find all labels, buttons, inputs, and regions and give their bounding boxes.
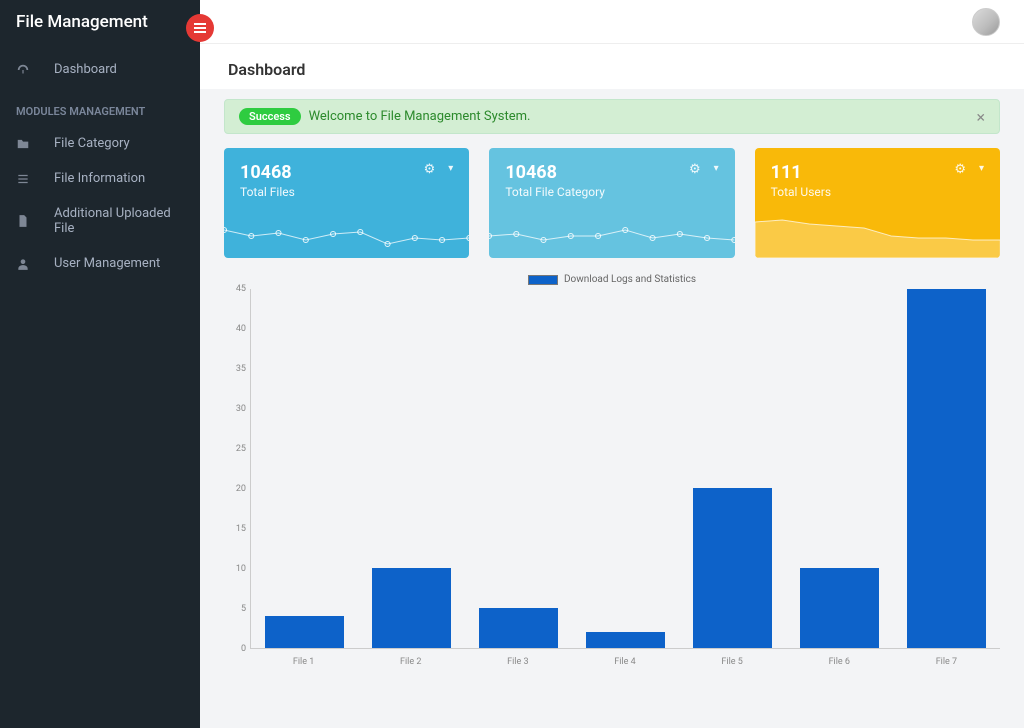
x-label: File 7 — [893, 657, 1000, 667]
x-label: File 3 — [464, 657, 571, 667]
stat-cards: 10468 Total Files ⚙ ▾ 10468 Total File C… — [224, 148, 1000, 258]
chevron-down-icon[interactable]: ▾ — [714, 163, 719, 174]
sidebar: File Management Dashboard MODULES MANAGE… — [0, 0, 200, 728]
alert-badge: Success — [239, 108, 301, 125]
content-area: Success Welcome to File Management Syste… — [200, 89, 1024, 728]
legend-swatch — [528, 275, 558, 285]
list-icon — [16, 172, 30, 186]
bar-slot — [358, 289, 465, 648]
x-label: File 4 — [571, 657, 678, 667]
x-label: File 1 — [250, 657, 357, 667]
chart-legend: Download Logs and Statistics — [224, 274, 1000, 285]
gear-icon[interactable]: ⚙ — [424, 162, 436, 177]
legend-label: Download Logs and Statistics — [564, 274, 696, 285]
sidebar-section-title: MODULES MANAGEMENT — [0, 87, 200, 126]
bar — [693, 488, 772, 648]
sidebar-item-file-information[interactable]: File Information — [0, 161, 200, 196]
y-tick: 35 — [236, 364, 246, 374]
sparkline — [755, 204, 1000, 258]
gear-icon[interactable]: ⚙ — [689, 162, 701, 177]
sidebar-item-label: File Information — [54, 171, 145, 186]
chevron-down-icon[interactable]: ▾ — [979, 163, 984, 174]
plot-area — [250, 289, 1000, 649]
sidebar-item-label: File Category — [54, 136, 130, 151]
bar-slot — [893, 289, 1000, 648]
y-tick: 0 — [241, 644, 246, 654]
sparkline — [224, 204, 469, 258]
bar — [265, 616, 344, 648]
gear-icon[interactable]: ⚙ — [954, 162, 966, 177]
bar-slot — [572, 289, 679, 648]
main-content: Dashboard Success Welcome to File Manage… — [200, 0, 1024, 728]
bar — [479, 608, 558, 648]
alert-text: Welcome to File Management System. — [309, 109, 531, 124]
card-label: Total Users — [771, 185, 984, 199]
bar — [800, 568, 879, 648]
y-axis: 051015202530354045 — [224, 289, 248, 649]
file-icon — [16, 214, 30, 228]
bar-slot — [251, 289, 358, 648]
sidebar-item-label: Additional Uploaded File — [54, 206, 184, 236]
avatar[interactable] — [972, 8, 1000, 36]
bar — [372, 568, 451, 648]
x-axis-labels: File 1File 2File 3File 4File 5File 6File… — [250, 657, 1000, 667]
sidebar-item-dashboard[interactable]: Dashboard — [0, 52, 200, 87]
sidebar-item-user-management[interactable]: User Management — [0, 246, 200, 281]
y-tick: 30 — [236, 404, 246, 414]
card-value: 10468 — [505, 162, 718, 183]
topbar — [200, 0, 1024, 44]
y-tick: 45 — [236, 284, 246, 294]
bars — [251, 289, 1000, 648]
bar-slot — [679, 289, 786, 648]
download-chart: Download Logs and Statistics 0 5 10 15 20 25 3… — [224, 274, 1000, 667]
card-value: 111 — [771, 162, 984, 183]
x-label: File 2 — [357, 657, 464, 667]
page-title: Dashboard — [200, 44, 1024, 89]
success-alert: Success Welcome to File Management Syste… — [224, 99, 1000, 134]
sidebar-menu: Dashboard MODULES MANAGEMENT File Catego… — [0, 52, 200, 281]
sidebar-item-label: User Management — [54, 256, 160, 271]
bar — [586, 632, 665, 648]
folder-icon — [16, 137, 30, 151]
stat-card-1: 10468 Total File Category ⚙ ▾ — [489, 148, 734, 258]
card-label: Total Files — [240, 185, 453, 199]
bar-slot — [465, 289, 572, 648]
sidebar-item-file-category[interactable]: File Category — [0, 126, 200, 161]
stat-card-0: 10468 Total Files ⚙ ▾ — [224, 148, 469, 258]
app-title: File Management — [0, 0, 200, 44]
y-tick: 10 — [236, 564, 246, 574]
sidebar-toggle-button[interactable] — [186, 14, 214, 42]
hamburger-icon — [194, 23, 206, 33]
card-label: Total File Category — [505, 185, 718, 199]
y-tick: 20 — [236, 484, 246, 494]
card-value: 10468 — [240, 162, 453, 183]
dashboard-icon — [16, 63, 30, 77]
x-label: File 5 — [679, 657, 786, 667]
sidebar-item-label: Dashboard — [54, 62, 117, 77]
sidebar-item-additional-uploaded-file[interactable]: Additional Uploaded File — [0, 196, 200, 246]
y-tick: 5 — [241, 604, 246, 614]
alert-close-button[interactable]: × — [976, 107, 985, 126]
y-tick: 40 — [236, 324, 246, 334]
user-icon — [16, 257, 30, 271]
sparkline — [489, 204, 734, 258]
stat-card-2: 111 Total Users ⚙ ▾ — [755, 148, 1000, 258]
bar-chart: 051015202530354045 File 1File 2File 3Fil… — [224, 289, 1000, 667]
y-tick: 15 — [236, 524, 246, 534]
bar — [907, 289, 986, 648]
chevron-down-icon[interactable]: ▾ — [448, 163, 453, 174]
bar-slot — [786, 289, 893, 648]
x-label: File 6 — [786, 657, 893, 667]
y-tick: 25 — [236, 444, 246, 454]
